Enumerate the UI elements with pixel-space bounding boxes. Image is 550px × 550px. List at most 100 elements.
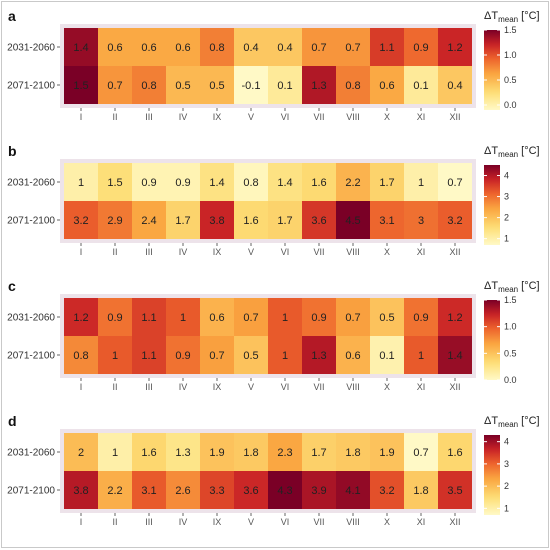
cell-value-label: 0.4 bbox=[447, 80, 462, 92]
cell-value-label: -0.1 bbox=[242, 80, 261, 92]
heatmap-cell bbox=[132, 471, 166, 509]
heatmap-cell bbox=[200, 298, 234, 336]
heatmap-cell bbox=[302, 433, 336, 471]
heatmap-cell bbox=[64, 201, 98, 239]
cell-value-label: 1.3 bbox=[311, 350, 326, 362]
heatmap-cell bbox=[234, 433, 268, 471]
cell-value-label: 0.7 bbox=[345, 42, 360, 54]
column-label: XII bbox=[449, 382, 460, 392]
heatmap-cell bbox=[404, 298, 438, 336]
heatmap-cell bbox=[268, 28, 302, 66]
row-label: 2071-2100 bbox=[7, 486, 55, 497]
cell-value-label: 0.4 bbox=[243, 42, 258, 54]
heatmap-cell bbox=[438, 66, 472, 104]
column-label: VIII bbox=[346, 112, 360, 122]
cell-value-label: 1.8 bbox=[243, 447, 258, 459]
cell-value-label: 1 bbox=[418, 350, 424, 362]
column-label: XI bbox=[417, 382, 426, 392]
heatmap-cell bbox=[234, 163, 268, 201]
cell-value-label: 1.5 bbox=[73, 80, 88, 92]
heatmap-cell bbox=[200, 471, 234, 509]
heatmap-cell bbox=[234, 298, 268, 336]
cell-value-label: 1.6 bbox=[311, 177, 326, 189]
column-label: I bbox=[80, 517, 83, 527]
heatmap-cell bbox=[336, 28, 370, 66]
colorbar-tick-label: 4 bbox=[504, 171, 509, 181]
cell-value-label: 0.1 bbox=[413, 80, 428, 92]
column-label: XII bbox=[449, 247, 460, 257]
cell-value-label: 1.2 bbox=[447, 312, 462, 324]
cell-value-label: 0.8 bbox=[209, 42, 224, 54]
column-label: I bbox=[80, 247, 83, 257]
heatmap-cell bbox=[64, 28, 98, 66]
column-label: VII bbox=[313, 247, 324, 257]
cell-value-label: 2.3 bbox=[277, 447, 292, 459]
heatmap-cell bbox=[438, 201, 472, 239]
heatmap-cell bbox=[438, 471, 472, 509]
heatmap-cell bbox=[268, 298, 302, 336]
heatmap-cell bbox=[370, 298, 404, 336]
cell-value-label: 0.9 bbox=[107, 312, 122, 324]
column-label: VI bbox=[281, 247, 290, 257]
cell-value-label: 1.6 bbox=[243, 215, 258, 227]
cell-value-label: 0.8 bbox=[73, 350, 88, 362]
cell-value-label: 0.5 bbox=[175, 80, 190, 92]
cell-value-label: 4.3 bbox=[277, 485, 292, 497]
cell-value-label: 0.9 bbox=[413, 42, 428, 54]
colorbar-tick-label: 2 bbox=[504, 481, 509, 491]
column-label: VIII bbox=[346, 247, 360, 257]
column-label: XII bbox=[449, 112, 460, 122]
cell-value-label: 1 bbox=[282, 350, 288, 362]
cell-value-label: 2.4 bbox=[141, 215, 156, 227]
heatmap-cell bbox=[98, 336, 132, 374]
cell-value-label: 0.6 bbox=[141, 42, 156, 54]
heatmap-cell bbox=[98, 433, 132, 471]
cell-value-label: 0.7 bbox=[243, 312, 258, 324]
column-label: III bbox=[145, 382, 153, 392]
cell-value-label: 0.6 bbox=[379, 80, 394, 92]
row-label: 2031-2060 bbox=[7, 178, 55, 189]
column-label: I bbox=[80, 112, 83, 122]
legend-title: ΔTmean [°C] bbox=[484, 415, 540, 429]
heatmap-cell bbox=[438, 336, 472, 374]
cell-value-label: 0.5 bbox=[243, 350, 258, 362]
heatmap-cell bbox=[370, 28, 404, 66]
heatmap-cell bbox=[404, 433, 438, 471]
heatmap-cell bbox=[64, 163, 98, 201]
heatmap-cell bbox=[234, 66, 268, 104]
heatmap-cell bbox=[370, 163, 404, 201]
heatmap-cell bbox=[166, 298, 200, 336]
colorbar-tick-label: 2 bbox=[504, 213, 509, 223]
cell-value-label: 1 bbox=[112, 350, 118, 362]
column-label: VII bbox=[313, 382, 324, 392]
column-label: II bbox=[112, 517, 117, 527]
colorbar-tick-label: 1 bbox=[504, 503, 509, 513]
cell-value-label: 0.6 bbox=[175, 42, 190, 54]
column-label: VI bbox=[281, 517, 290, 527]
colorbar bbox=[484, 435, 500, 515]
heatmap-cell bbox=[268, 433, 302, 471]
panel-letter: b bbox=[8, 143, 17, 159]
column-label: VI bbox=[281, 112, 290, 122]
colorbar-tick-label: 0.5 bbox=[504, 348, 517, 358]
cell-value-label: 1.2 bbox=[73, 312, 88, 324]
panel-d: d 2 1 1.6 1.3 1.9 1.8 2.3 1.7 1.8 1.9 0.7 1.6 3.8 2.2 3… bbox=[2, 407, 548, 535]
heatmap-cell bbox=[302, 163, 336, 201]
row-label: 2031-2060 bbox=[7, 448, 55, 459]
cell-value-label: 3.8 bbox=[209, 215, 224, 227]
heatmap-cell bbox=[370, 336, 404, 374]
heatmap-cell bbox=[302, 298, 336, 336]
cell-value-label: 1.7 bbox=[277, 215, 292, 227]
cell-value-label: 3.8 bbox=[73, 485, 88, 497]
heatmap-cell bbox=[200, 201, 234, 239]
panel-letter: c bbox=[8, 278, 16, 294]
colorbar-tick-label: 0.0 bbox=[504, 375, 517, 385]
heatmap-cell bbox=[370, 201, 404, 239]
heatmap-svg: c 1.2 0.9 1.1 1 0.6 0.7 1 0.9 0.7 0.5 0.9 1.2 0.8 1 1.1… bbox=[7, 278, 539, 392]
cell-value-label: 3 bbox=[418, 215, 424, 227]
heatmap-cell bbox=[336, 201, 370, 239]
heatmap-cell bbox=[302, 336, 336, 374]
cell-value-label: 0.6 bbox=[345, 350, 360, 362]
column-label: XI bbox=[417, 247, 426, 257]
cell-value-label: 0.1 bbox=[379, 350, 394, 362]
